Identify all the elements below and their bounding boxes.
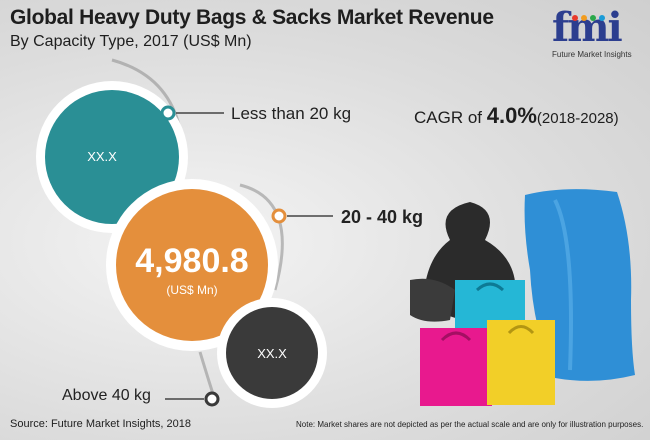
bubble-unit-20-40kg: (US$ Mn) — [166, 283, 217, 297]
bubble-above-40kg — [226, 307, 318, 399]
cagr-period: (2018-2028) — [536, 110, 619, 127]
yellow-bag-icon — [487, 320, 555, 405]
cagr-callout: CAGR of 4.0%(2018-2028) — [414, 103, 619, 129]
cagr-prefix: CAGR of — [414, 108, 487, 127]
chart-title: Global Heavy Duty Bags & Sacks Market Re… — [10, 6, 494, 29]
note-text: Note: Market shares are not depicted as … — [296, 420, 644, 429]
bubble-value-above-40kg: XX.X — [257, 346, 287, 361]
logo-mark: fmi — [552, 4, 623, 51]
marker-dot — [204, 391, 220, 407]
shopping-bags-illustration — [410, 189, 635, 406]
bubble-value-less-than-20kg: XX.X — [87, 149, 117, 164]
chart-subtitle: By Capacity Type, 2017 (US$ Mn) — [10, 33, 252, 50]
source-text: Source: Future Market Insights, 2018 — [10, 418, 191, 430]
bubble-value-20-40kg: 4,980.8 — [135, 242, 248, 280]
bubble-less-than-20kg — [45, 90, 179, 224]
marker-dot — [271, 208, 287, 224]
label-above-40kg: Above 40 kg — [62, 387, 151, 404]
label-less-than-20kg: Less than 20 kg — [231, 104, 351, 123]
cagr-value: 4.0% — [486, 103, 537, 128]
logo-dots-icon — [572, 8, 608, 26]
fmi-logo: fmi Future Market Insights — [552, 8, 644, 64]
bubble-20-40kg — [116, 189, 268, 341]
marker-dot — [160, 105, 176, 121]
label-20-40kg: 20 - 40 kg — [341, 207, 423, 227]
logo-tagline: Future Market Insights — [552, 50, 632, 59]
magenta-bag-icon — [420, 328, 492, 406]
